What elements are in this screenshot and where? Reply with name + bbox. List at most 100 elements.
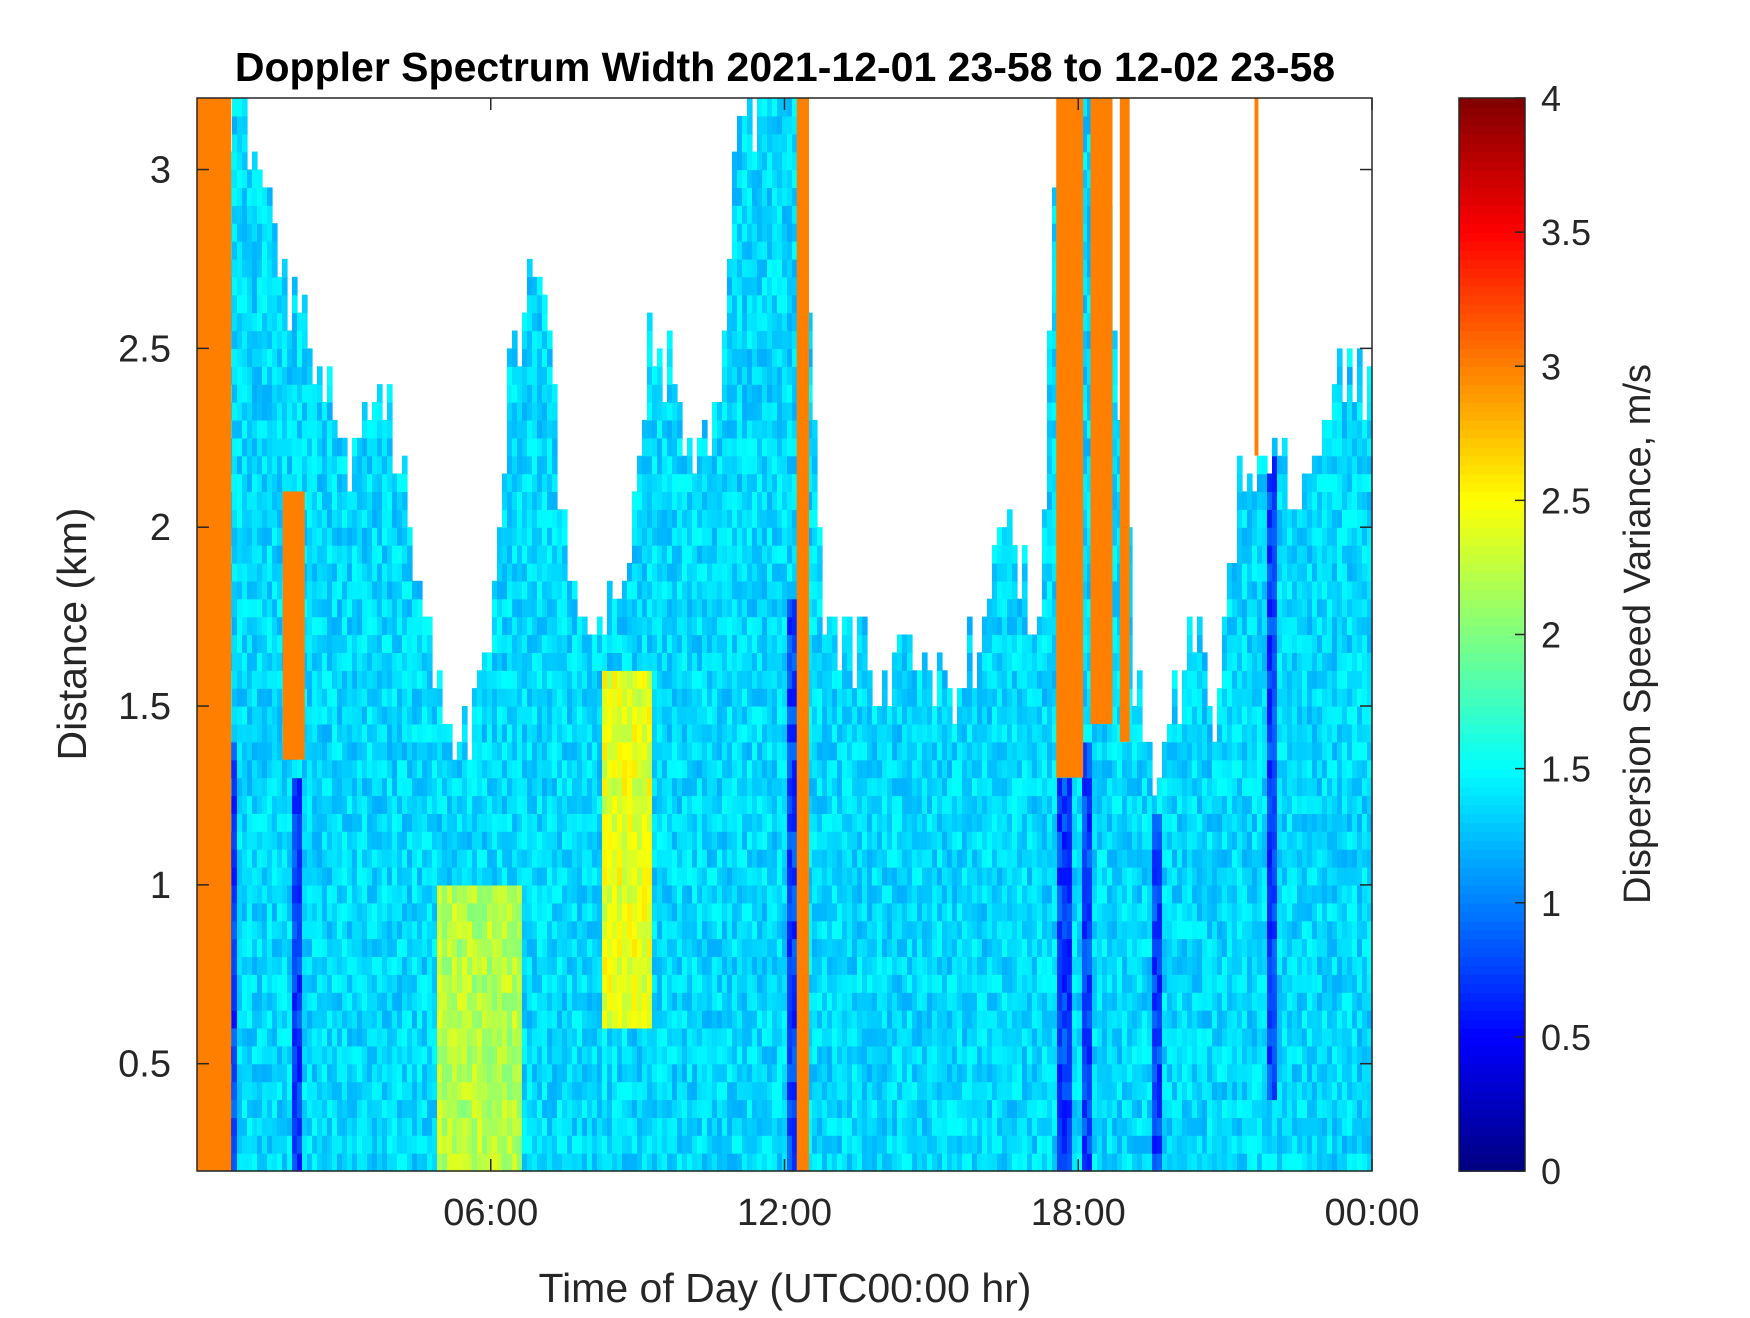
heatmap-cell: [397, 545, 403, 564]
heatmap-cell: [667, 1117, 673, 1136]
heatmap-cell: [507, 938, 513, 957]
heatmap-cell: [652, 849, 658, 868]
heatmap-cell: [667, 884, 673, 904]
heatmap-cell: [522, 974, 528, 993]
heatmap-cell: [547, 813, 553, 832]
heatmap-cell: [337, 1099, 343, 1118]
heatmap-cell: [237, 1027, 243, 1047]
heatmap-cell: [707, 509, 713, 528]
heatmap-cell: [497, 920, 503, 940]
heatmap-cell: [692, 956, 698, 975]
heatmap-cell: [432, 1135, 438, 1154]
heatmap-cell: [302, 1081, 308, 1101]
heatmap-cell: [547, 795, 553, 814]
heatmap-cell: [492, 741, 498, 761]
heatmap-cell: [257, 831, 263, 850]
heatmap-cell: [402, 598, 408, 618]
heatmap-cell: [582, 759, 588, 779]
heatmap-cell: [652, 598, 658, 618]
heatmap-cell: [232, 223, 238, 242]
heatmap-cell: [752, 813, 758, 832]
heatmap-cell: [487, 688, 493, 707]
heatmap-cell: [362, 992, 368, 1011]
heatmap-cell: [597, 741, 603, 761]
heatmap-cell: [237, 634, 243, 653]
heatmap-cell: [682, 1045, 688, 1065]
heatmap-cell: [267, 974, 273, 993]
heatmap-cell: [647, 509, 653, 528]
heatmap-cell: [612, 831, 618, 850]
heatmap-cell: [252, 169, 258, 188]
heatmap-cell: [757, 348, 763, 367]
heatmap-cell: [607, 1117, 613, 1136]
heatmap-cell: [362, 1099, 368, 1118]
heatmap-cell: [527, 616, 533, 636]
heatmap-cell: [482, 902, 488, 922]
heatmap-cell: [627, 795, 633, 814]
heatmap-cell: [547, 688, 553, 707]
heatmap-cell: [512, 366, 518, 385]
heatmap-cell: [667, 938, 673, 957]
heatmap-cell: [247, 956, 253, 975]
heatmap-cell: [472, 938, 478, 957]
heatmap-cell: [572, 902, 578, 922]
heatmap-cell: [382, 598, 388, 618]
heatmap-cell: [632, 884, 638, 904]
heatmap-cell: [372, 1081, 378, 1101]
heatmap-cell: [552, 545, 558, 564]
heatmap-cell: [402, 580, 408, 600]
heatmap-cell: [292, 831, 298, 850]
heatmap-cell: [672, 1153, 678, 1172]
heatmap-cell: [277, 759, 283, 779]
heatmap-cell: [652, 777, 658, 797]
heatmap-cell: [232, 884, 238, 904]
heatmap-cell: [272, 1153, 278, 1172]
heatmap-cell: [442, 849, 448, 868]
heatmap-cell: [262, 723, 268, 743]
heatmap-cell: [252, 348, 258, 367]
heatmap-cell: [457, 920, 463, 940]
heatmap-cell: [687, 670, 693, 689]
heatmap-cell: [382, 1045, 388, 1065]
heatmap-cell: [767, 402, 773, 421]
heatmap-cell: [617, 1135, 623, 1154]
heatmap-cell: [437, 1045, 443, 1065]
heatmap-cell: [427, 1153, 433, 1172]
heatmap-cell: [492, 1117, 498, 1136]
heatmap-cell: [517, 920, 523, 940]
heatmap-cell: [242, 258, 248, 278]
heatmap-cell: [462, 1117, 468, 1136]
heatmap-cell: [517, 831, 523, 850]
heatmap-cell: [332, 1099, 338, 1118]
heatmap-cell: [242, 169, 248, 188]
heatmap-cell: [237, 741, 243, 761]
heatmap-cell: [252, 652, 258, 671]
heatmap-cell: [682, 1135, 688, 1154]
heatmap-cell: [317, 759, 323, 779]
heatmap-cell: [442, 759, 448, 779]
heatmap-cell: [497, 634, 503, 653]
heatmap-cell: [707, 616, 713, 636]
heatmap-cell: [752, 884, 758, 904]
heatmap-cell: [607, 670, 613, 689]
heatmap-cell: [537, 527, 543, 546]
heatmap-cell: [302, 902, 308, 922]
heatmap-cell: [732, 902, 738, 922]
heatmap-cell: [592, 1099, 598, 1118]
heatmap-cell: [682, 1099, 688, 1118]
heatmap-cell: [362, 1010, 368, 1029]
heatmap-cell: [457, 992, 463, 1011]
heatmap-cell: [327, 545, 333, 564]
heatmap-cell: [332, 867, 338, 886]
heatmap-cell: [442, 1099, 448, 1118]
heatmap-cell: [727, 938, 733, 957]
heatmap-cell: [412, 795, 418, 814]
heatmap-cell: [302, 402, 308, 421]
heatmap-cell: [402, 992, 408, 1011]
heatmap-cell: [487, 884, 493, 904]
heatmap-cell: [487, 849, 493, 868]
heatmap-cell: [432, 777, 438, 797]
heatmap-cell: [357, 616, 363, 636]
heatmap-cell: [522, 956, 528, 975]
heatmap-cell: [682, 1117, 688, 1136]
